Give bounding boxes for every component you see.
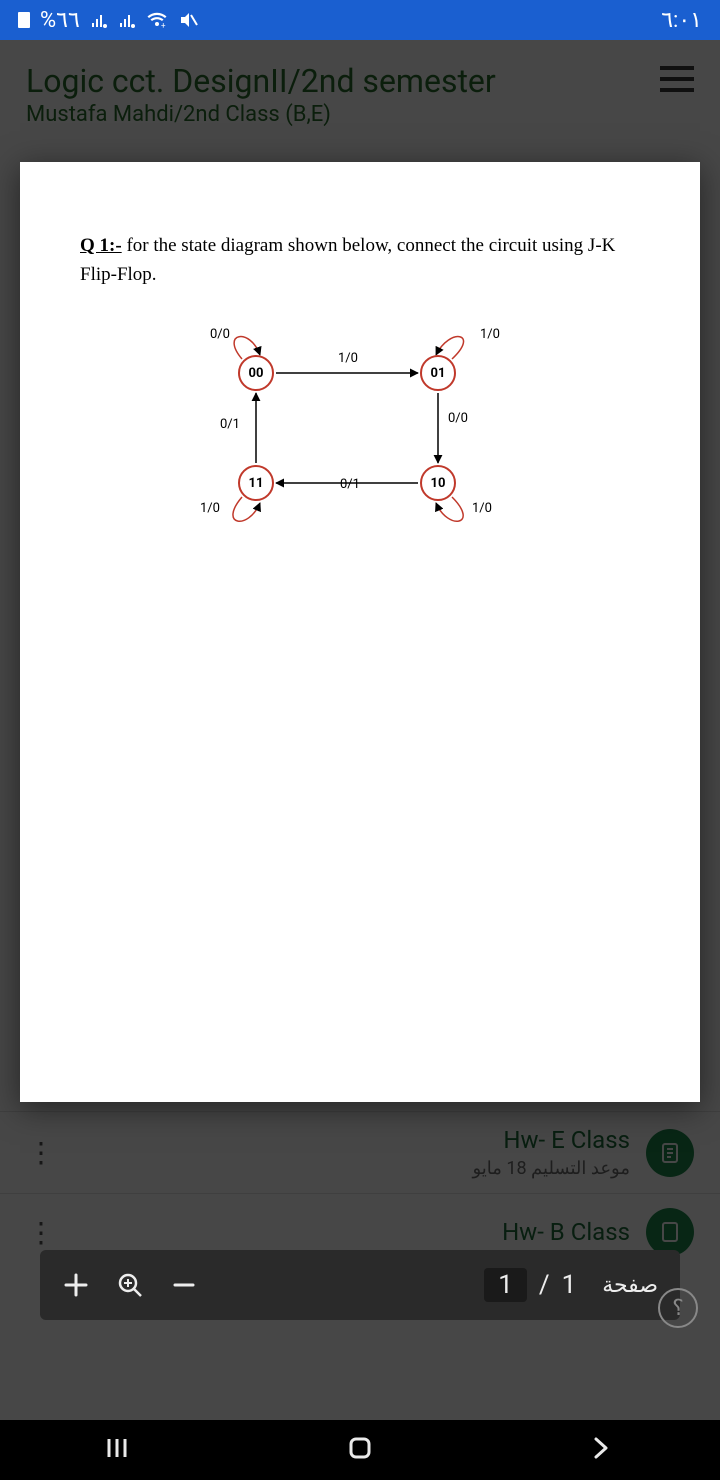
status-left: %٦٦ + <box>18 8 198 33</box>
state-diagram: 00 01 11 10 0/0 1/0 1/0 1/0 1/0 0/0 0/1 … <box>190 325 530 565</box>
edge-label: 1/0 <box>472 501 492 516</box>
state-node-01: 01 <box>420 355 456 391</box>
edge-label: 1/0 <box>480 327 500 342</box>
recents-button[interactable] <box>105 1433 135 1467</box>
edge-label: 0/0 <box>448 411 468 426</box>
document-page[interactable]: Q 1:- for the state diagram shown below,… <box>20 162 700 1102</box>
help-button[interactable]: ؟ <box>658 1288 698 1328</box>
status-bar: %٦٦ + ٦:٠١ <box>0 0 720 40</box>
home-button[interactable] <box>345 1433 375 1467</box>
page-label: صفحة <box>602 1273 658 1298</box>
back-button[interactable] <box>585 1433 615 1467</box>
status-right: ٦:٠١ <box>661 8 702 33</box>
edge-label: 0/0 <box>210 327 230 342</box>
state-node-00: 00 <box>238 355 274 391</box>
question-label: Q 1:- <box>80 235 122 256</box>
question-text: Q 1:- for the state diagram shown below,… <box>80 232 640 289</box>
question-body: for the state diagram shown below, conne… <box>80 235 615 285</box>
state-node-10: 10 <box>420 465 456 501</box>
mute-icon <box>178 10 198 30</box>
clock-text: ٦:٠١ <box>661 8 702 33</box>
page-separator: / <box>539 1270 550 1300</box>
page-indicator: 1 / 1 <box>484 1268 576 1302</box>
svg-text:+: + <box>161 21 166 29</box>
total-pages: 1 <box>562 1270 577 1300</box>
zoom-out-button[interactable] <box>170 1271 198 1299</box>
add-button[interactable] <box>62 1271 90 1299</box>
edge-label: 0/1 <box>340 477 360 492</box>
edge-label: 1/0 <box>200 501 220 516</box>
card-icon <box>18 12 30 28</box>
system-navbar <box>0 1420 720 1480</box>
signal-icon-2 <box>118 11 136 29</box>
state-node-11: 11 <box>238 465 274 501</box>
current-page: 1 <box>484 1268 527 1302</box>
pdf-toolbar: 1 / 1 صفحة <box>40 1250 680 1320</box>
signal-icon-1 <box>90 11 108 29</box>
zoom-in-button[interactable] <box>116 1271 144 1299</box>
edge-label: 0/1 <box>220 417 240 432</box>
battery-text: %٦٦ <box>40 8 80 33</box>
wifi-icon: + <box>146 11 168 29</box>
edge-label: 1/0 <box>338 351 358 366</box>
